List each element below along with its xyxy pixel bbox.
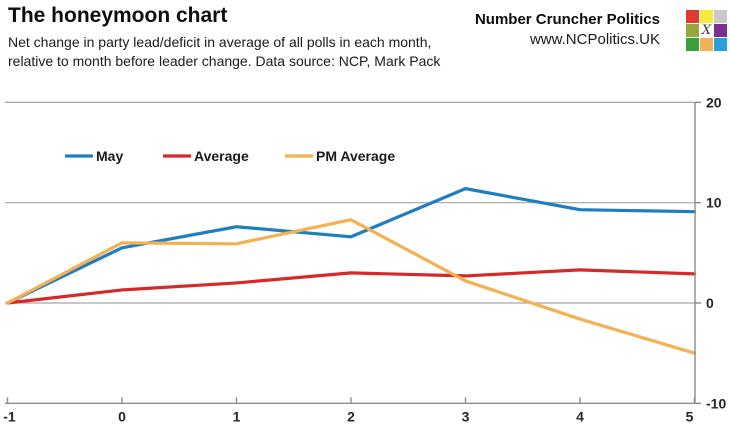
logo-cell (714, 24, 727, 37)
series-line-may (5, 187, 697, 305)
logo-cell (686, 38, 699, 51)
x-tick-label: 1 (233, 408, 241, 424)
logo-cell (686, 24, 699, 37)
legend-label: PM Average (316, 148, 395, 164)
y-tick-label: 20 (706, 95, 722, 110)
logo-cell (700, 38, 713, 51)
series-line-pm-average (5, 218, 697, 355)
x-tick-label: 3 (462, 408, 470, 424)
logo-cell (700, 10, 713, 23)
chart-subtitle-line1: Net change in party lead/deficit in aver… (8, 34, 432, 50)
logo-cell (714, 38, 727, 51)
logo-x-letter: X (701, 23, 712, 38)
logo-cell (714, 10, 727, 23)
brand-block: Number Cruncher Politics www.NCPolitics.… (475, 10, 660, 50)
series-line-average (5, 268, 697, 305)
x-tick-label: -1 (3, 408, 16, 424)
x-tick-label: 4 (576, 408, 584, 424)
x-tick-label: 5 (686, 408, 694, 424)
logo-cell: X (700, 24, 713, 37)
logo-cell (686, 10, 699, 23)
ncp-logo: X (686, 10, 727, 51)
chart-subtitle-line2: relative to month before leader change. … (8, 53, 441, 69)
chart-subtitle: Net change in party lead/deficit in aver… (8, 33, 440, 71)
x-tick-label: 2 (347, 408, 355, 424)
y-tick-label: -10 (706, 395, 726, 411)
legend-label: May (96, 148, 123, 164)
legend-label: Average (194, 148, 249, 164)
y-tick-label: 0 (706, 295, 714, 311)
page-title: The honeymoon chart (8, 4, 228, 27)
brand-url[interactable]: www.NCPolitics.UK (529, 31, 660, 48)
y-tick-label: 10 (706, 195, 722, 211)
brand-name: Number Cruncher Politics (474, 11, 660, 28)
x-tick-label: 0 (118, 408, 126, 424)
